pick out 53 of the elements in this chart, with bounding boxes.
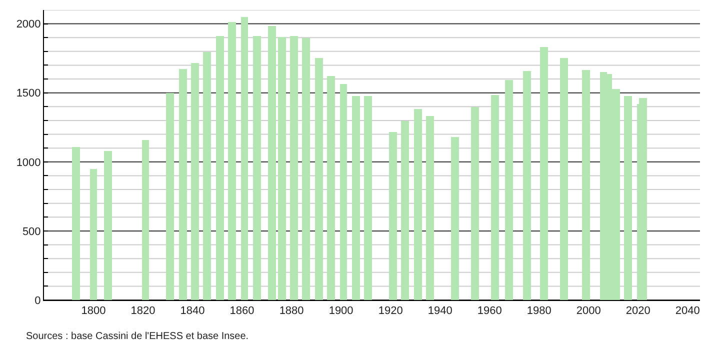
bar (401, 121, 409, 300)
bar (166, 93, 174, 300)
bar (491, 95, 499, 300)
x-tick-label: 1900 (328, 305, 354, 318)
bar (389, 132, 397, 300)
bar (179, 69, 187, 300)
bar (253, 36, 261, 300)
bar (228, 22, 236, 300)
x-tick-label: 1940 (428, 305, 452, 318)
y-tick-label: 0 (34, 294, 41, 307)
x-tick-label: 2000 (576, 305, 601, 318)
x-tick-label: 1920 (378, 305, 403, 318)
bar (216, 36, 224, 300)
bar (426, 116, 434, 300)
x-tick-label: 1820 (130, 305, 156, 318)
bar (302, 38, 310, 300)
x-tick-label: 1800 (81, 305, 106, 318)
y-tick-label: 1500 (16, 88, 41, 100)
y-tick-label: 1000 (16, 156, 41, 169)
bar (560, 58, 568, 300)
x-tick-label: 1980 (526, 305, 552, 318)
bar (268, 26, 276, 300)
bar (203, 52, 211, 300)
bar (104, 151, 112, 300)
bar (142, 140, 149, 300)
bar (624, 96, 632, 300)
bar (72, 147, 80, 300)
x-tick-label: 1840 (180, 305, 205, 318)
bar (364, 96, 372, 300)
bar (414, 109, 422, 300)
bar (90, 169, 97, 300)
bar (505, 80, 513, 300)
x-tick-label: 2040 (675, 305, 700, 318)
y-tick-label: 500 (22, 226, 41, 238)
bar (340, 84, 347, 300)
x-tick-label: 2020 (626, 305, 650, 318)
bar (471, 107, 479, 300)
source-note: Sources : base Cassini de l'EHESS et base Insee. (26, 331, 249, 340)
x-tick-label: 1960 (477, 305, 502, 318)
bar (290, 36, 298, 300)
bar (241, 17, 248, 300)
x-tick-label: 1860 (230, 305, 254, 318)
y-tick-label: 2000 (16, 18, 41, 31)
bar (327, 76, 335, 300)
bar (278, 37, 286, 300)
bar (352, 96, 360, 300)
bar (451, 137, 459, 300)
bar (315, 58, 323, 300)
x-tick-label: 1880 (279, 305, 304, 318)
bar (582, 70, 590, 300)
bar (191, 63, 199, 300)
bar (523, 71, 531, 300)
bar (540, 47, 548, 300)
